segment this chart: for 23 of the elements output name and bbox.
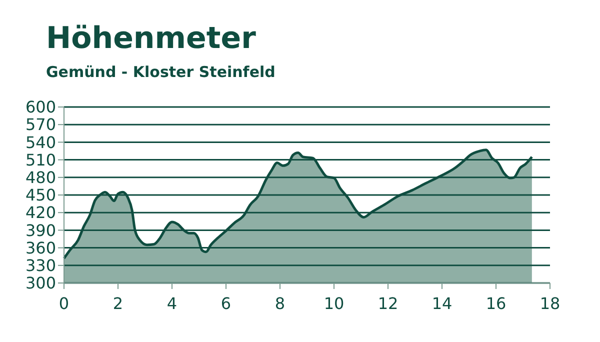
y-tick-label: 450 (25, 186, 56, 205)
x-tick-label: 6 (220, 294, 232, 313)
chart-subtitle: Gemünd - Kloster Steinfeld (46, 63, 276, 81)
y-tick-label: 300 (25, 274, 56, 293)
x-tick-label: 10 (324, 294, 344, 313)
y-tick-label: 480 (25, 168, 56, 187)
y-tick-label: 360 (25, 238, 56, 258)
x-tick-label: 16 (486, 294, 506, 313)
y-tick-label: 600 (25, 98, 56, 117)
y-tick-label: 570 (25, 115, 56, 134)
x-tick-label: 14 (432, 294, 452, 313)
y-tick-label: 420 (25, 203, 56, 222)
x-tick-label: 0 (58, 294, 70, 313)
x-tick-label: 4 (166, 294, 178, 313)
x-tick-label: 8 (274, 294, 286, 313)
x-tick-label: 12 (378, 294, 398, 313)
chart-title: Höhenmeter (46, 21, 256, 56)
y-tick-label: 330 (25, 256, 56, 275)
y-tick-label: 390 (25, 220, 56, 240)
x-tick-label: 2 (112, 294, 124, 313)
y-tick-label: 510 (25, 150, 56, 170)
y-tick-label: 540 (25, 132, 56, 152)
x-tick-label: 18 (540, 294, 560, 313)
